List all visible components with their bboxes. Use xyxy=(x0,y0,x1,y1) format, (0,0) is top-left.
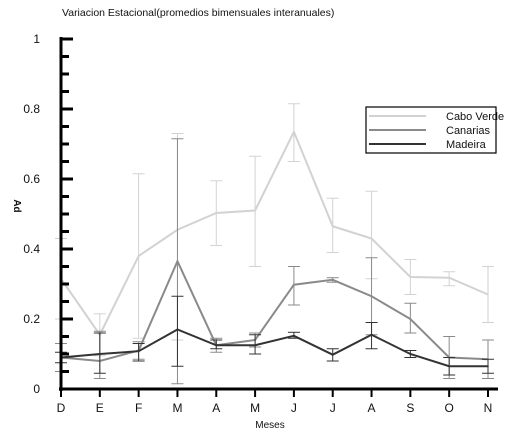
y-tick-label: 0.4 xyxy=(23,242,40,256)
data-point xyxy=(487,365,489,368)
x-tick-label: F xyxy=(135,401,142,415)
data-point xyxy=(409,276,412,278)
y-tick-label: 0 xyxy=(33,382,40,396)
series-line xyxy=(60,258,489,363)
legend-label: Canarias xyxy=(446,125,491,137)
data-point xyxy=(331,279,334,281)
x-tick-label: O xyxy=(445,401,454,415)
x-tick-label: E xyxy=(96,401,104,415)
data-point xyxy=(137,350,140,353)
y-tick-label: 0.8 xyxy=(23,102,40,116)
y-tick-label: 0.2 xyxy=(23,312,40,326)
data-point xyxy=(215,344,218,347)
x-tick-label: S xyxy=(406,401,414,415)
data-point xyxy=(176,260,179,263)
data-point xyxy=(409,353,412,355)
y-axis-title: Ad xyxy=(11,199,22,212)
legend: Cabo Verde Canarias Madeira xyxy=(365,106,504,154)
data-point xyxy=(254,209,256,212)
series-madeira xyxy=(55,295,494,376)
data-point xyxy=(448,276,450,279)
x-tick-label: J xyxy=(330,401,336,415)
series-line xyxy=(60,129,489,337)
data-point xyxy=(137,255,140,257)
data-point xyxy=(293,335,295,337)
data-point xyxy=(331,353,334,356)
x-tick-label: A xyxy=(212,401,220,415)
data-point xyxy=(331,225,334,228)
x-tick-label: J xyxy=(291,401,297,415)
plot-area xyxy=(55,103,494,385)
data-point xyxy=(370,333,373,336)
data-point xyxy=(293,283,295,286)
data-point xyxy=(448,365,450,368)
legend-label: Madeira xyxy=(446,139,487,151)
x-axis-title: Meses xyxy=(255,420,284,431)
data-point xyxy=(99,353,101,355)
data-point xyxy=(293,130,295,133)
series-canarias xyxy=(55,138,494,385)
x-tick-label: M xyxy=(250,401,260,415)
x-tick-label: D xyxy=(57,401,66,415)
chart-title: Variacion Estacional(promedios bimensual… xyxy=(62,7,334,19)
data-point xyxy=(176,328,179,331)
data-point xyxy=(370,237,373,240)
x-tick-label: M xyxy=(172,401,182,415)
legend-label: Cabo Verde xyxy=(446,111,504,123)
data-point xyxy=(409,318,412,320)
data-point xyxy=(487,293,489,296)
y-tick-label: 1 xyxy=(33,32,40,46)
axes: 0 0.2 0.4 0.6 0.8 1 D E F M A M J J A S O N xyxy=(23,32,498,415)
series-line xyxy=(60,328,488,368)
x-tick-label: A xyxy=(368,401,376,415)
data-point xyxy=(370,295,373,298)
x-tick-label: N xyxy=(484,401,493,415)
data-point xyxy=(254,344,256,347)
data-point xyxy=(215,212,218,214)
y-tick-label: 0.6 xyxy=(23,172,40,186)
